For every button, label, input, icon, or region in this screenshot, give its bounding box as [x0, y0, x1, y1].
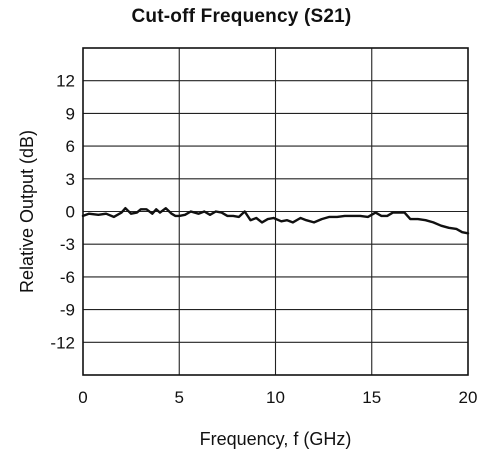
- x-tick-label: 0: [78, 388, 87, 407]
- x-axis-label: Frequency, f (GHz): [200, 429, 352, 449]
- y-tick-label: 9: [66, 104, 75, 123]
- x-tick-label: 15: [362, 388, 381, 407]
- y-tick-label: -6: [60, 268, 75, 287]
- y-tick-label: 12: [56, 72, 75, 91]
- chart-title: Cut-off Frequency (S21): [131, 6, 352, 27]
- y-axis-label: Relative Output (dB): [17, 130, 37, 293]
- y-tick-label: -12: [50, 333, 75, 352]
- y-axis-ticks: 12 9 6 3 0 -3 -6 -9 -12: [50, 72, 75, 353]
- series-line: [81, 206, 470, 235]
- y-tick-label: 3: [66, 170, 75, 189]
- plot-frame: [82, 47, 469, 376]
- y-tick-label: -3: [60, 235, 75, 254]
- y-tick-label: 0: [66, 203, 75, 222]
- x-tick-label: 20: [459, 388, 478, 407]
- x-tick-label: 10: [266, 388, 285, 407]
- series-layer: [81, 206, 470, 235]
- y-tick-label: -9: [60, 301, 75, 320]
- grid: [83, 48, 468, 375]
- x-axis-ticks: 0 5 10 15 20: [78, 388, 477, 407]
- y-tick-label: 6: [66, 137, 75, 156]
- x-tick-label: 5: [175, 388, 184, 407]
